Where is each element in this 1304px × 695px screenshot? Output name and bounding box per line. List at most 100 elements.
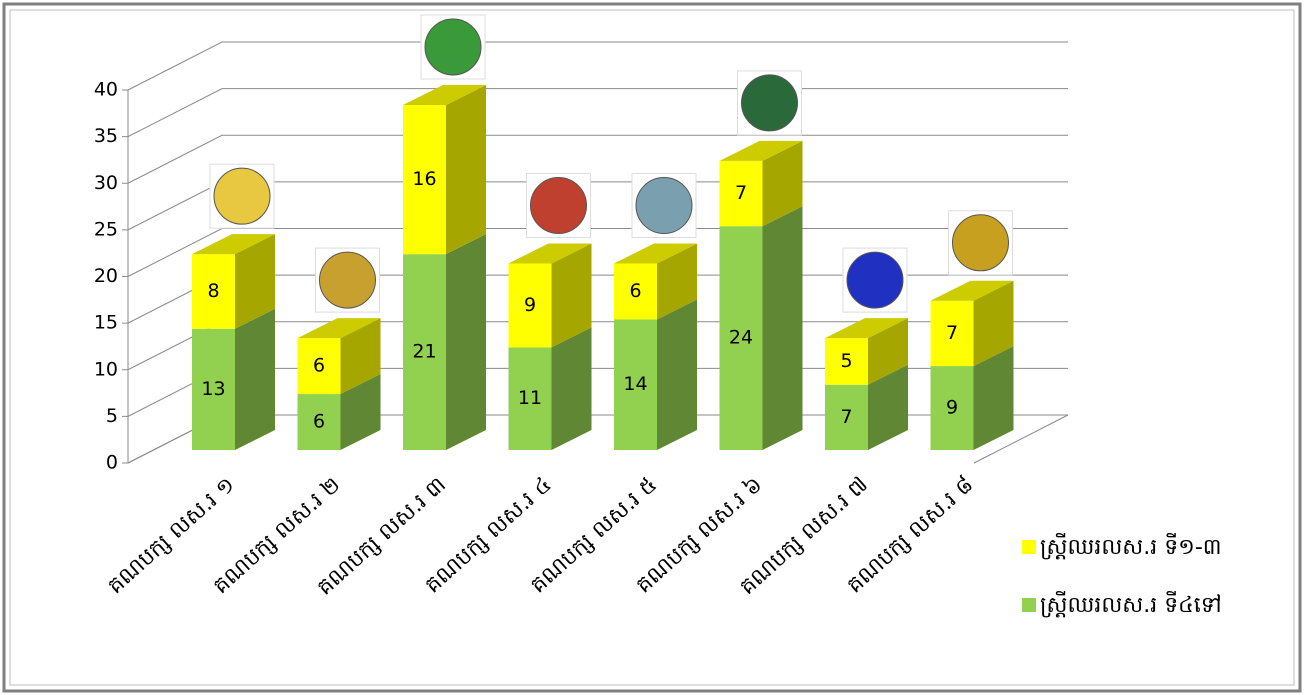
bar-top <box>825 318 908 339</box>
bar-segment <box>930 346 1014 450</box>
data-label: 16 <box>412 168 436 190</box>
party-logo <box>842 247 908 313</box>
bar-top <box>192 234 275 255</box>
bar-side <box>340 318 381 395</box>
y-tick-label: 30 <box>94 172 118 194</box>
bar-segment <box>825 364 908 450</box>
bar-front <box>508 347 552 450</box>
bar-side <box>657 243 697 320</box>
data-label: 7 <box>840 406 852 428</box>
bar-side <box>868 364 908 450</box>
party-logo <box>315 247 380 313</box>
logo-emblem <box>319 251 376 309</box>
y-tick-label: 10 <box>94 358 118 380</box>
bar-segment <box>614 299 697 450</box>
party-logo <box>420 14 486 80</box>
bar-top <box>719 140 803 161</box>
data-label: 5 <box>840 350 852 372</box>
logo-emblem <box>530 177 587 234</box>
logo-emblem <box>635 177 693 234</box>
y-tick-label: 15 <box>94 312 118 334</box>
bar-side <box>446 234 486 450</box>
bar-segment <box>508 327 592 450</box>
data-label: 13 <box>201 378 225 400</box>
bar-side <box>551 327 592 450</box>
y-tick-label: 40 <box>94 79 118 101</box>
bar-side <box>762 206 803 450</box>
bar-front <box>719 226 763 450</box>
logo-emblem <box>424 18 482 76</box>
data-label: 8 <box>207 280 219 302</box>
party-logo <box>631 173 697 238</box>
bar-front <box>719 160 763 227</box>
legend-swatch <box>1022 540 1036 554</box>
data-label: 14 <box>623 373 647 395</box>
bar-front <box>825 384 868 450</box>
bar-side <box>973 280 1014 367</box>
bar-segment <box>719 206 803 450</box>
bar-side <box>235 234 275 329</box>
bar-side <box>235 308 275 450</box>
data-label: 6 <box>313 355 325 377</box>
data-label: 6 <box>313 411 325 433</box>
bar-front <box>614 319 657 450</box>
bar-front <box>614 263 657 320</box>
data-label: 7 <box>946 322 958 344</box>
bar-side <box>973 346 1014 450</box>
party-logo <box>209 163 275 229</box>
bar-segment <box>614 243 697 320</box>
bar-segment <box>192 234 275 329</box>
bar-front <box>297 394 341 450</box>
bar-segment <box>297 318 381 395</box>
logo-emblem <box>952 214 1009 272</box>
data-label: 21 <box>412 341 436 363</box>
party-logo <box>948 210 1013 276</box>
data-label: 6 <box>629 280 641 302</box>
legend-swatch <box>1022 598 1036 612</box>
bar-front <box>930 300 974 367</box>
grid-line <box>127 41 1068 91</box>
bar-side <box>551 243 592 348</box>
bar-segment <box>403 84 486 255</box>
y-tick-label: 5 <box>106 405 118 427</box>
legend-label: ស្ត្រីឈរលស.រ ទី៤ទៅ <box>1040 591 1222 618</box>
bar-side <box>340 374 381 450</box>
data-label: 7 <box>735 182 747 204</box>
bar-top <box>403 84 486 105</box>
bar-top <box>614 243 697 264</box>
bar-segment <box>825 318 908 385</box>
bar-side <box>657 299 697 450</box>
data-label: 9 <box>946 397 958 419</box>
bar-top <box>930 280 1014 301</box>
bar-top <box>297 318 381 339</box>
party-logo <box>526 173 591 238</box>
bar-side <box>762 140 803 227</box>
bar-segment <box>297 374 381 450</box>
bar-front <box>930 366 974 450</box>
data-label: 11 <box>518 387 542 409</box>
bar-front <box>192 254 235 329</box>
logo-emblem <box>846 251 904 309</box>
bar-segment <box>719 140 803 227</box>
bar-front <box>192 328 235 450</box>
bar-top <box>508 243 592 264</box>
bar-front <box>297 338 341 395</box>
y-tick-label: 35 <box>94 125 118 147</box>
y-tick-label: 20 <box>94 265 118 287</box>
bar-segment <box>930 280 1014 367</box>
bar-front <box>508 263 552 348</box>
y-tick-label: 25 <box>94 218 118 240</box>
data-label: 24 <box>729 327 753 349</box>
y-tick-label: 0 <box>106 452 118 474</box>
inner-frame <box>9 9 1295 686</box>
logo-emblem <box>213 167 271 225</box>
bar-segment <box>192 308 275 450</box>
bar-segment <box>403 234 486 450</box>
bar-side <box>446 84 486 255</box>
party-logo <box>737 70 802 136</box>
legend-label: ស្ត្រីឈរលស.រ ទី១-៣ <box>1040 533 1222 560</box>
bar-segment <box>508 243 592 348</box>
bar-front <box>403 254 446 450</box>
bar-side <box>868 318 908 385</box>
